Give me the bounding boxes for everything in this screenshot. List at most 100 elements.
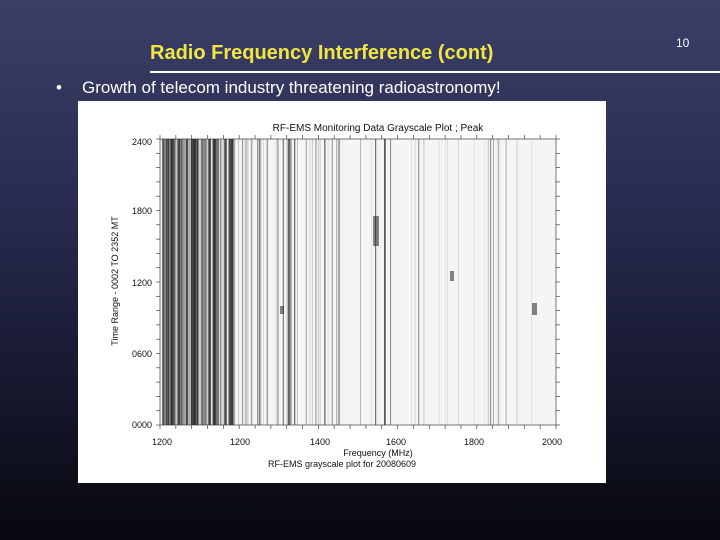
spectrogram-stripe: [220, 139, 223, 425]
spectrogram-stripe: [312, 139, 313, 425]
spectrogram-stripe: [296, 139, 298, 425]
spectrogram-stripe: [305, 139, 307, 425]
spectrogram-stripe: [423, 139, 425, 425]
spectrogram-stripe: [222, 139, 224, 425]
spectrogram-stripe: [315, 139, 316, 425]
spectrogram-stripe: [179, 139, 181, 425]
spectrogram-stripe: [224, 139, 226, 425]
spectrogram-stripe: [260, 139, 262, 425]
spectrogram-stripe: [196, 139, 198, 425]
spectrogram-stripe: [167, 139, 170, 425]
spectrogram-stripe: [244, 139, 246, 425]
spectrogram-stripe: [168, 139, 169, 425]
spectrogram-stripe: [167, 139, 169, 425]
spectrogram-stripe: [204, 139, 206, 425]
spectrogram-stripe: [242, 139, 244, 425]
spectrogram-stripe: [225, 139, 227, 425]
spectrogram-stripe: [189, 139, 191, 425]
spectrogram-stripe: [259, 139, 261, 425]
spectrogram-stripe: [204, 139, 207, 425]
spectrogram-stripe: [217, 139, 220, 425]
spectrogram-stripe: [360, 139, 362, 425]
spectrogram-stripe: [208, 139, 212, 425]
spectrogram-stripe: [220, 139, 222, 425]
spectrogram-stripe: [309, 139, 311, 425]
spectrogram-stripe: [390, 139, 392, 425]
spectrogram-stripe: [286, 139, 288, 425]
spectrogram-stripe: [168, 139, 170, 425]
spectrogram-stripe: [375, 139, 377, 425]
spectrogram-stripe: [441, 139, 442, 425]
spectrogram-stripe: [216, 139, 218, 425]
spectrogram-stripe: [263, 139, 264, 425]
spectrogram-stripe: [505, 139, 507, 425]
spectrogram-stripe: [202, 139, 204, 425]
spectrogram-stripe: [487, 139, 489, 425]
spectrogram-stripe: [193, 139, 196, 425]
spectrogram-stripe: [275, 139, 278, 425]
spectrogram-stripe: [305, 139, 307, 425]
axis-ticks: [156, 135, 560, 429]
spectrogram-stripe: [214, 139, 217, 425]
spectrogram-stripe: [375, 139, 376, 425]
spectrogram-stripe: [217, 139, 220, 425]
spectrogram-stripe: [238, 139, 240, 425]
spectrogram-stripe: [324, 139, 326, 425]
spectrogram-svg: RF-EMS Monitoring Data Grayscale Plot ; …: [110, 123, 562, 469]
spectrogram-stripe: [205, 139, 207, 425]
spectrogram-stripe: [196, 139, 199, 425]
spectrogram-stripe: [377, 139, 378, 425]
spectrogram-stripe: [198, 139, 201, 425]
spectrogram-stripe: [250, 139, 253, 425]
figure-title: RF-EMS Monitoring Data Grayscale Plot ; …: [273, 123, 485, 134]
spectrogram-stripe: [490, 139, 492, 425]
interference-blob: [450, 271, 454, 281]
spectrogram-stripe: [200, 139, 202, 425]
spectrogram-stripe: [251, 139, 253, 425]
spectrogram-stripe: [531, 139, 533, 425]
spectrogram-stripe: [258, 139, 260, 425]
spectrogram-stripe: [225, 139, 228, 425]
spectrogram-stripe: [225, 139, 226, 425]
spectrogram-stripe: [228, 139, 230, 425]
spectrogram-stripe: [185, 139, 187, 425]
spectrogram-stripe: [162, 139, 164, 425]
slide-title: Radio Frequency Interference (cont): [150, 42, 494, 64]
spectrogram-stripe: [493, 139, 494, 425]
spectrogram-stripe: [207, 139, 209, 425]
y-tick-label: 0600: [132, 349, 152, 359]
spectrogram-stripe: [209, 139, 212, 425]
spectrogram-stripe: [336, 139, 338, 425]
y-axis-label: Time Range - 0002 TO 2352 MT: [110, 216, 120, 346]
spectrogram-stripe: [194, 139, 196, 425]
spectrogram-stripe: [438, 139, 440, 425]
x-axis-label: Frequency (MHz): [343, 448, 413, 458]
figure-caption: RF-EMS grayscale plot for 20080609: [268, 459, 416, 469]
spectrogram-stripe: [194, 139, 197, 425]
spectrogram-stripe: [277, 139, 279, 425]
spectrogram-stripe: [204, 139, 206, 425]
spectrogram-stripe: [338, 139, 340, 425]
y-tick-label: 1200: [132, 278, 152, 288]
spectrogram-stripe: [224, 139, 226, 425]
spectrogram-stripe: [183, 139, 186, 425]
spectrogram-stripe: [319, 139, 321, 425]
spectrogram-stripe: [214, 139, 216, 425]
spectrogram-stripe: [229, 139, 231, 425]
spectrogram-stripe: [223, 139, 226, 425]
spectrogram-stripe: [178, 139, 180, 425]
spectrogram-stripes: [162, 139, 537, 425]
spectrogram-stripe: [245, 139, 246, 425]
spectrogram-stripe: [228, 139, 230, 425]
spectrogram-stripe: [186, 139, 189, 425]
spectrogram-stripe: [179, 139, 180, 425]
spectrogram-stripe: [447, 139, 448, 425]
spectrogram-stripe: [232, 139, 235, 425]
spectrogram-stripe: [241, 139, 243, 425]
spectrogram-stripe: [327, 139, 329, 425]
interference-blob: [532, 303, 537, 315]
spectrogram-stripe: [371, 139, 373, 425]
spectrogram-stripe: [256, 139, 259, 425]
spectrogram-stripe: [167, 139, 169, 425]
x-tick-label: 1600: [386, 437, 406, 447]
